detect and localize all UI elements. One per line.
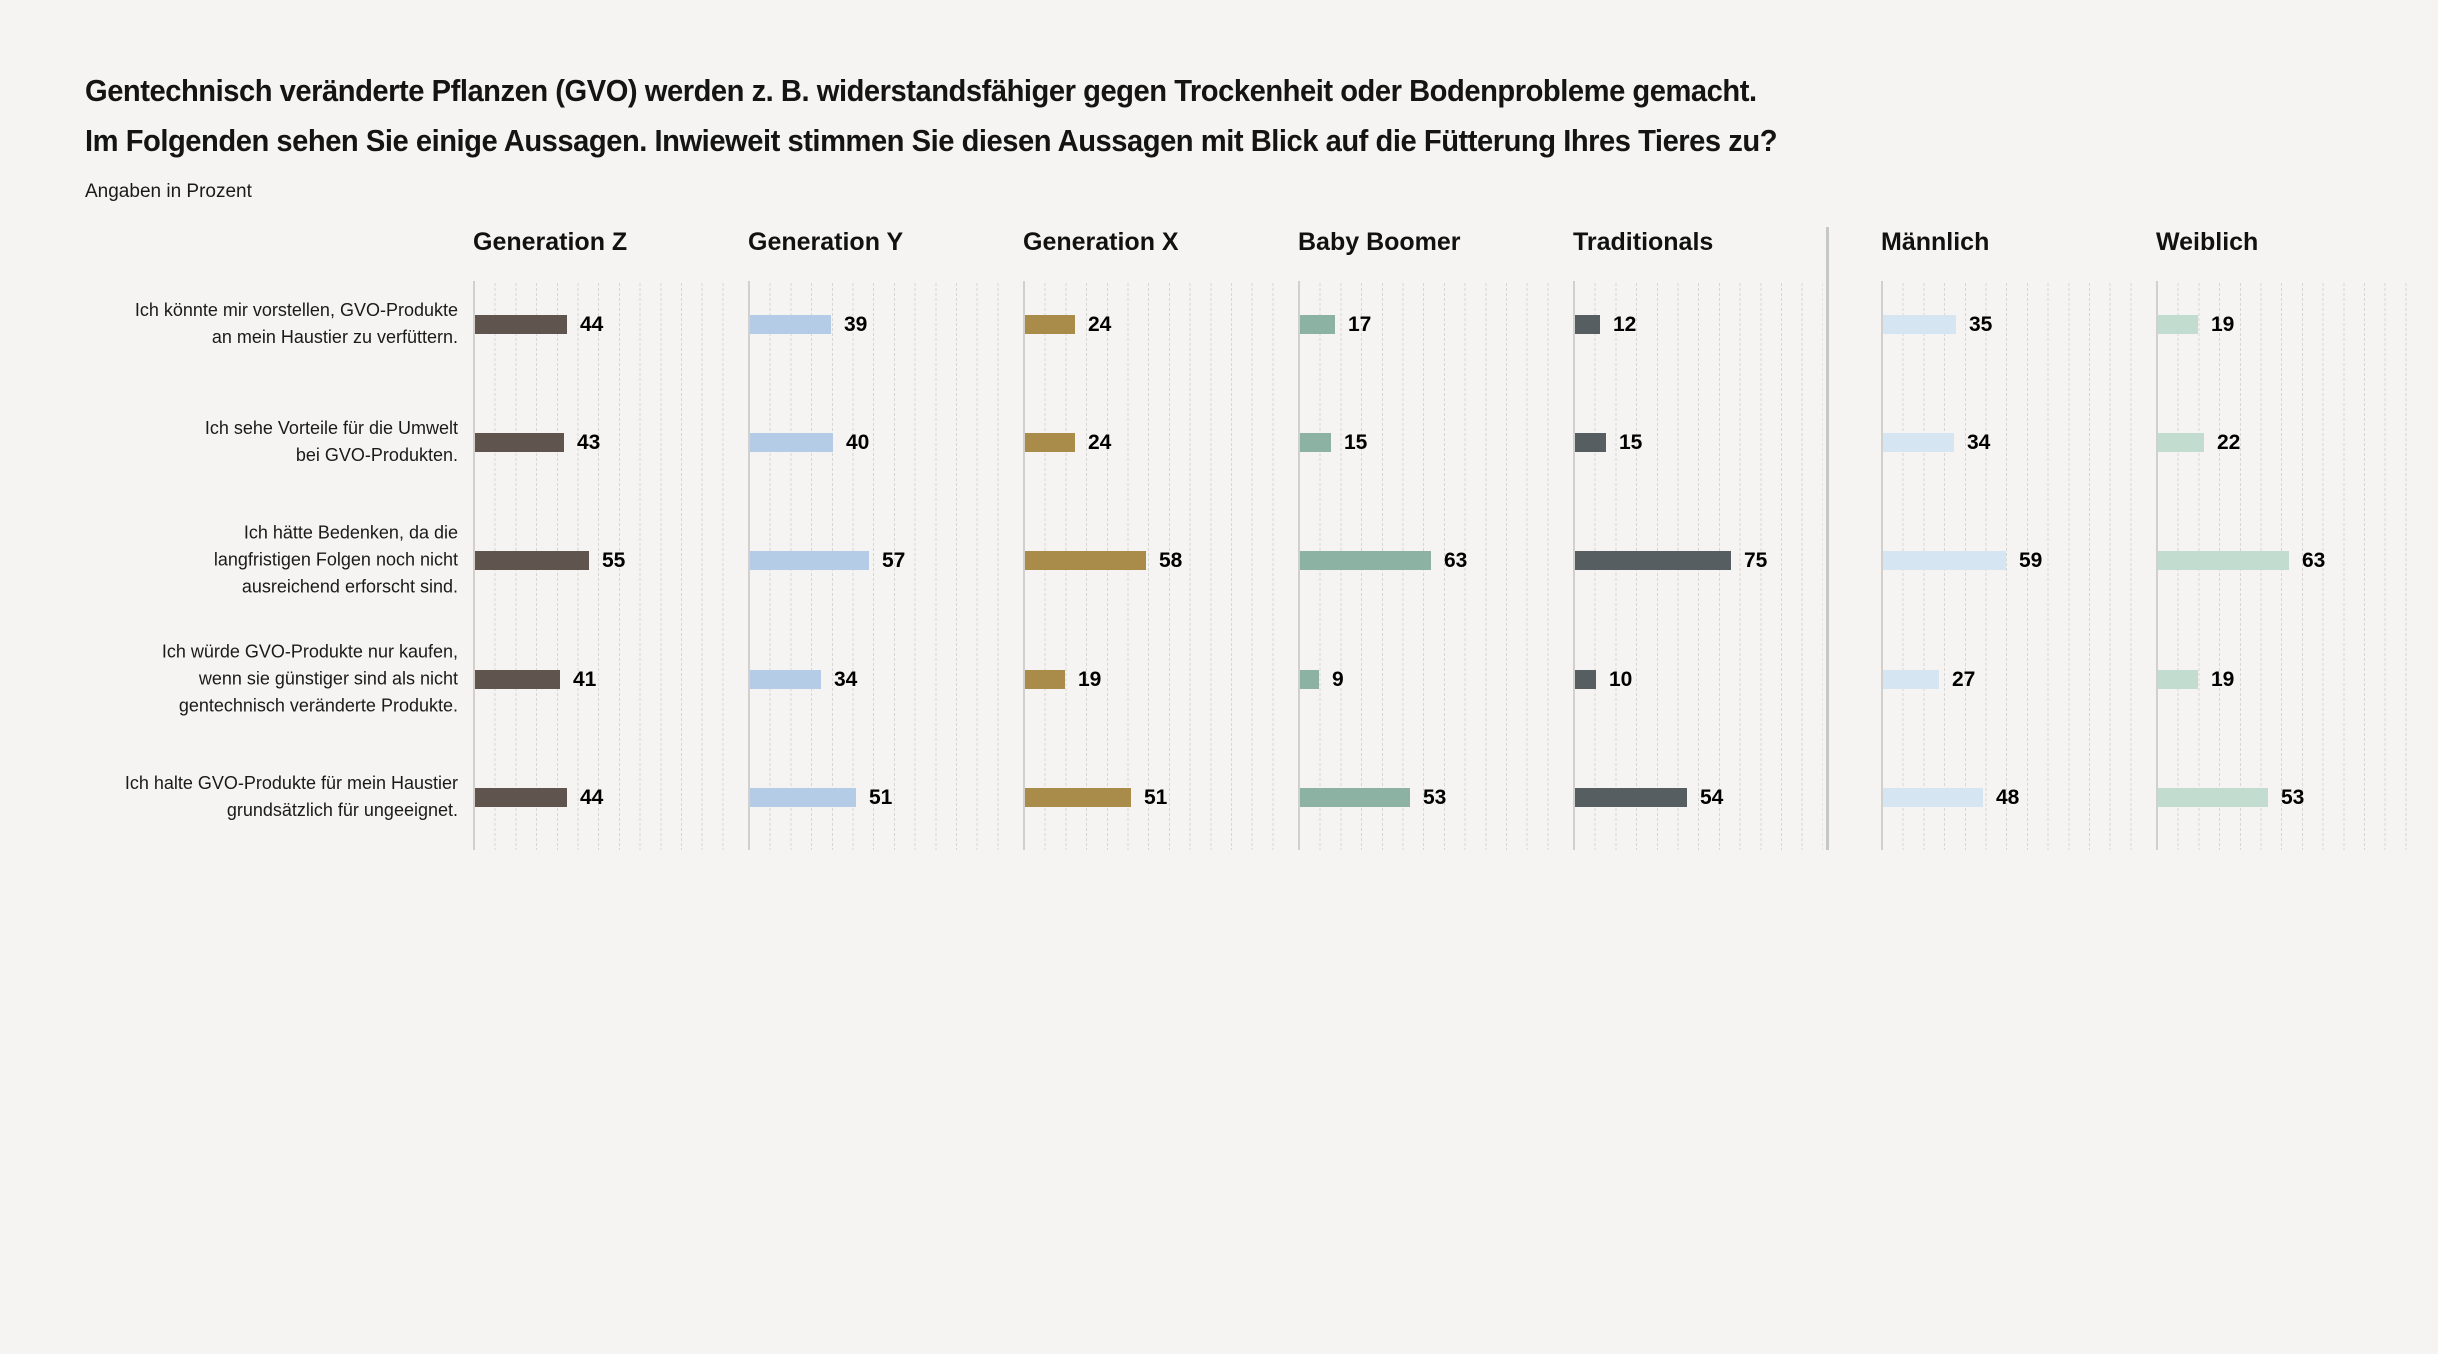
bar [1025,669,1065,689]
bar [1300,432,1331,452]
chart-panel-4: 17 15 63 9 53 [1298,281,1560,850]
column-header-m-nnlich: Männlich [1881,228,1990,256]
bar [750,550,869,570]
column-divider [1826,227,1829,850]
bar-value-label: 51 [1144,785,1168,809]
bar [475,432,564,452]
bar-value-label: 48 [1996,785,2020,809]
chart-panel-5: 12 15 75 10 54 [1573,281,1823,850]
bar-value-label: 53 [2281,785,2305,809]
bar [1575,669,1596,689]
bar [1575,787,1687,807]
bar [750,669,821,689]
bar-value-label: 17 [1348,312,1372,336]
bar-value-label: 43 [577,430,601,454]
bar-value-label: 19 [1078,667,1102,691]
bar-value-label: 51 [869,785,893,809]
chart-panel-7: 19 22 63 19 53 [2156,281,2418,850]
bar-value-label: 34 [834,667,858,691]
bar [1883,787,1983,807]
bar-value-label: 27 [1952,667,1976,691]
bar-value-label: 63 [2302,548,2326,572]
bar-value-label: 12 [1613,312,1637,336]
bar [1575,314,1600,334]
bar [2158,314,2198,334]
column-header-traditionals: Traditionals [1573,228,1714,256]
bar [1025,550,1146,570]
row-label: Ich könnte mir vorstellen, GVO-Produkte … [134,300,458,347]
bar [1883,432,1954,452]
bar-value-label: 15 [1619,430,1643,454]
bar [1025,314,1075,334]
bar-value-label: 53 [1423,785,1447,809]
chart-panel-6: 35 34 59 27 48 [1881,281,2143,850]
bar [1300,669,1319,689]
bar-value-label: 57 [882,548,906,572]
chart-title: Gentechnisch veränderte Pflanzen (GVO) w… [85,66,1777,166]
chart-panel-3: 24 24 58 19 51 [1023,281,1285,850]
bar [1025,787,1131,807]
bar-value-label: 44 [580,312,604,336]
bar [750,432,833,452]
column-header-weiblich: Weiblich [2156,228,2259,256]
bar-value-label: 39 [844,312,868,336]
bar-value-label: 44 [580,785,604,809]
bar-value-label: 75 [1744,548,1768,572]
bar [750,314,831,334]
column-header-generation-y: Generation Y [748,228,904,256]
bar-value-label: 41 [573,667,597,691]
chart-subtitle: Angaben in Prozent [85,181,252,202]
bar-value-label: 40 [846,430,870,454]
bar [2158,432,2204,452]
bar [1025,432,1075,452]
bar-value-label: 19 [2211,312,2235,336]
bar-value-label: 55 [602,548,626,572]
bar-value-label: 22 [2217,430,2241,454]
chart-panel-1: 44 43 55 41 44 [473,281,735,850]
bar [1575,550,1731,570]
bar [1300,314,1335,334]
bar [1575,432,1606,452]
bar-value-label: 10 [1609,667,1633,691]
row-label: Ich halte GVO-Produkte für mein Haustier… [124,773,458,820]
bar-value-label: 34 [1967,430,1991,454]
bar-value-label: 19 [2211,667,2235,691]
row-label: Ich sehe Vorteile für die Umwelt bei GVO… [204,418,458,465]
chart-title-line1: Gentechnisch veränderte Pflanzen (GVO) w… [85,73,1757,108]
chart-panel-2: 39 40 57 34 51 [748,281,1010,850]
bar [475,314,567,334]
row-label: Ich hätte Bedenken, da die langfristigen… [213,522,458,597]
bar [1883,669,1939,689]
row-label: Ich würde GVO-Produkte nur kaufen, wenn … [161,641,458,716]
bar-value-label: 59 [2019,548,2043,572]
bar [2158,669,2198,689]
bar [1300,550,1431,570]
column-header-generation-x: Generation X [1023,228,1179,256]
bar-value-label: 9 [1332,667,1344,691]
bar [750,787,856,807]
bar-value-label: 35 [1969,312,1993,336]
bar [475,787,567,807]
bar-value-label: 24 [1088,430,1112,454]
bar-value-label: 15 [1344,430,1368,454]
column-header-baby-boomer: Baby Boomer [1298,228,1461,256]
bar-value-label: 54 [1700,785,1724,809]
bar [475,669,560,689]
bar [1883,550,2006,570]
bar [2158,550,2289,570]
bar [1883,314,1956,334]
chart-title-line2: Im Folgenden sehen Sie einige Aussagen. … [85,123,1778,158]
bar-value-label: 63 [1444,548,1468,572]
bar [475,550,589,570]
column-header-generation-z: Generation Z [473,228,628,256]
bar [2158,787,2268,807]
bar-value-label: 24 [1088,312,1112,336]
bar [1300,787,1410,807]
bar-value-label: 58 [1159,548,1183,572]
